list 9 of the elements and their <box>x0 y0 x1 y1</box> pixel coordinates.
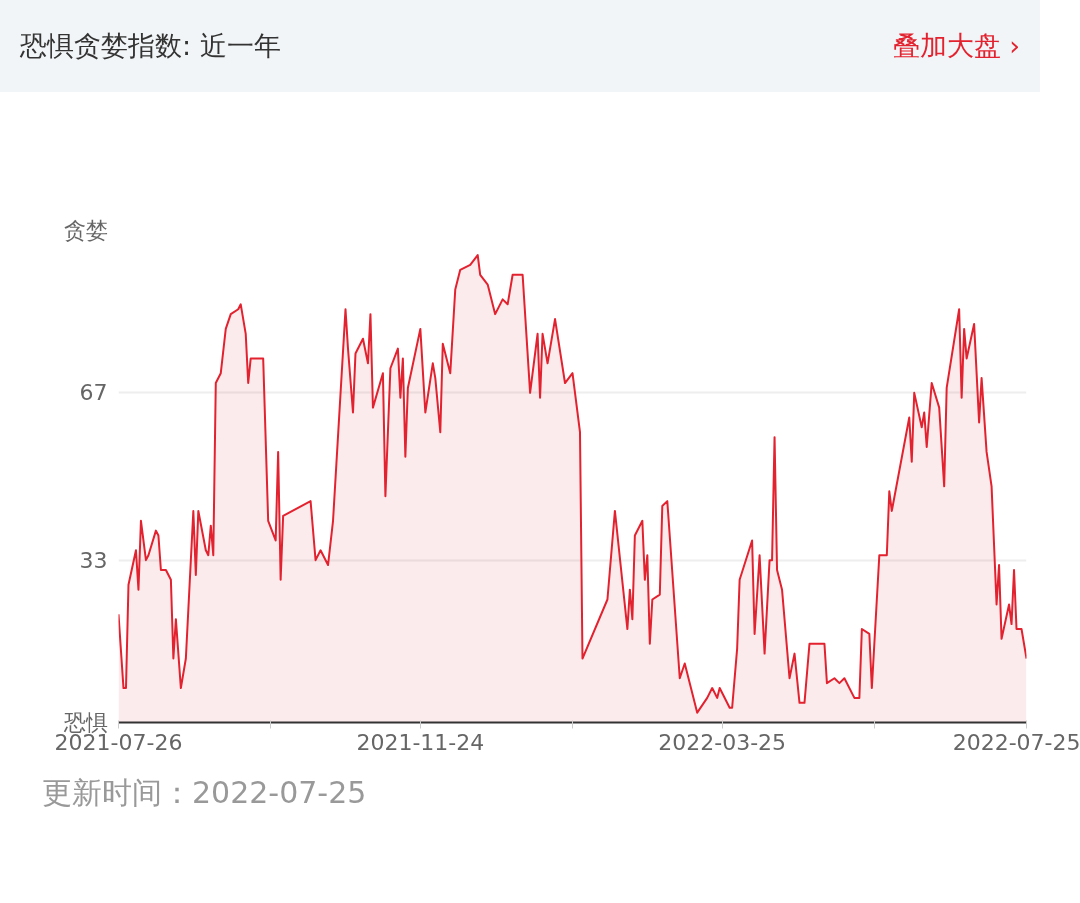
y-tick-label: 67 <box>79 380 108 406</box>
text: 叠加大盘 › <box>892 28 1020 63</box>
y-tick-label: 33 <box>79 547 108 573</box>
x-tick-label: 2022-07-25 <box>952 729 1080 755</box>
text: 更新时间：2022-07-25 <box>41 774 367 812</box>
x-tick-label: 2021-11-24 <box>356 729 485 755</box>
y-tick-label: 贪婪 <box>63 218 108 243</box>
chart-title: 恐惧贪婪指数: 近一年 <box>20 28 281 63</box>
x-tick-label: 2022-03-25 <box>658 729 787 755</box>
